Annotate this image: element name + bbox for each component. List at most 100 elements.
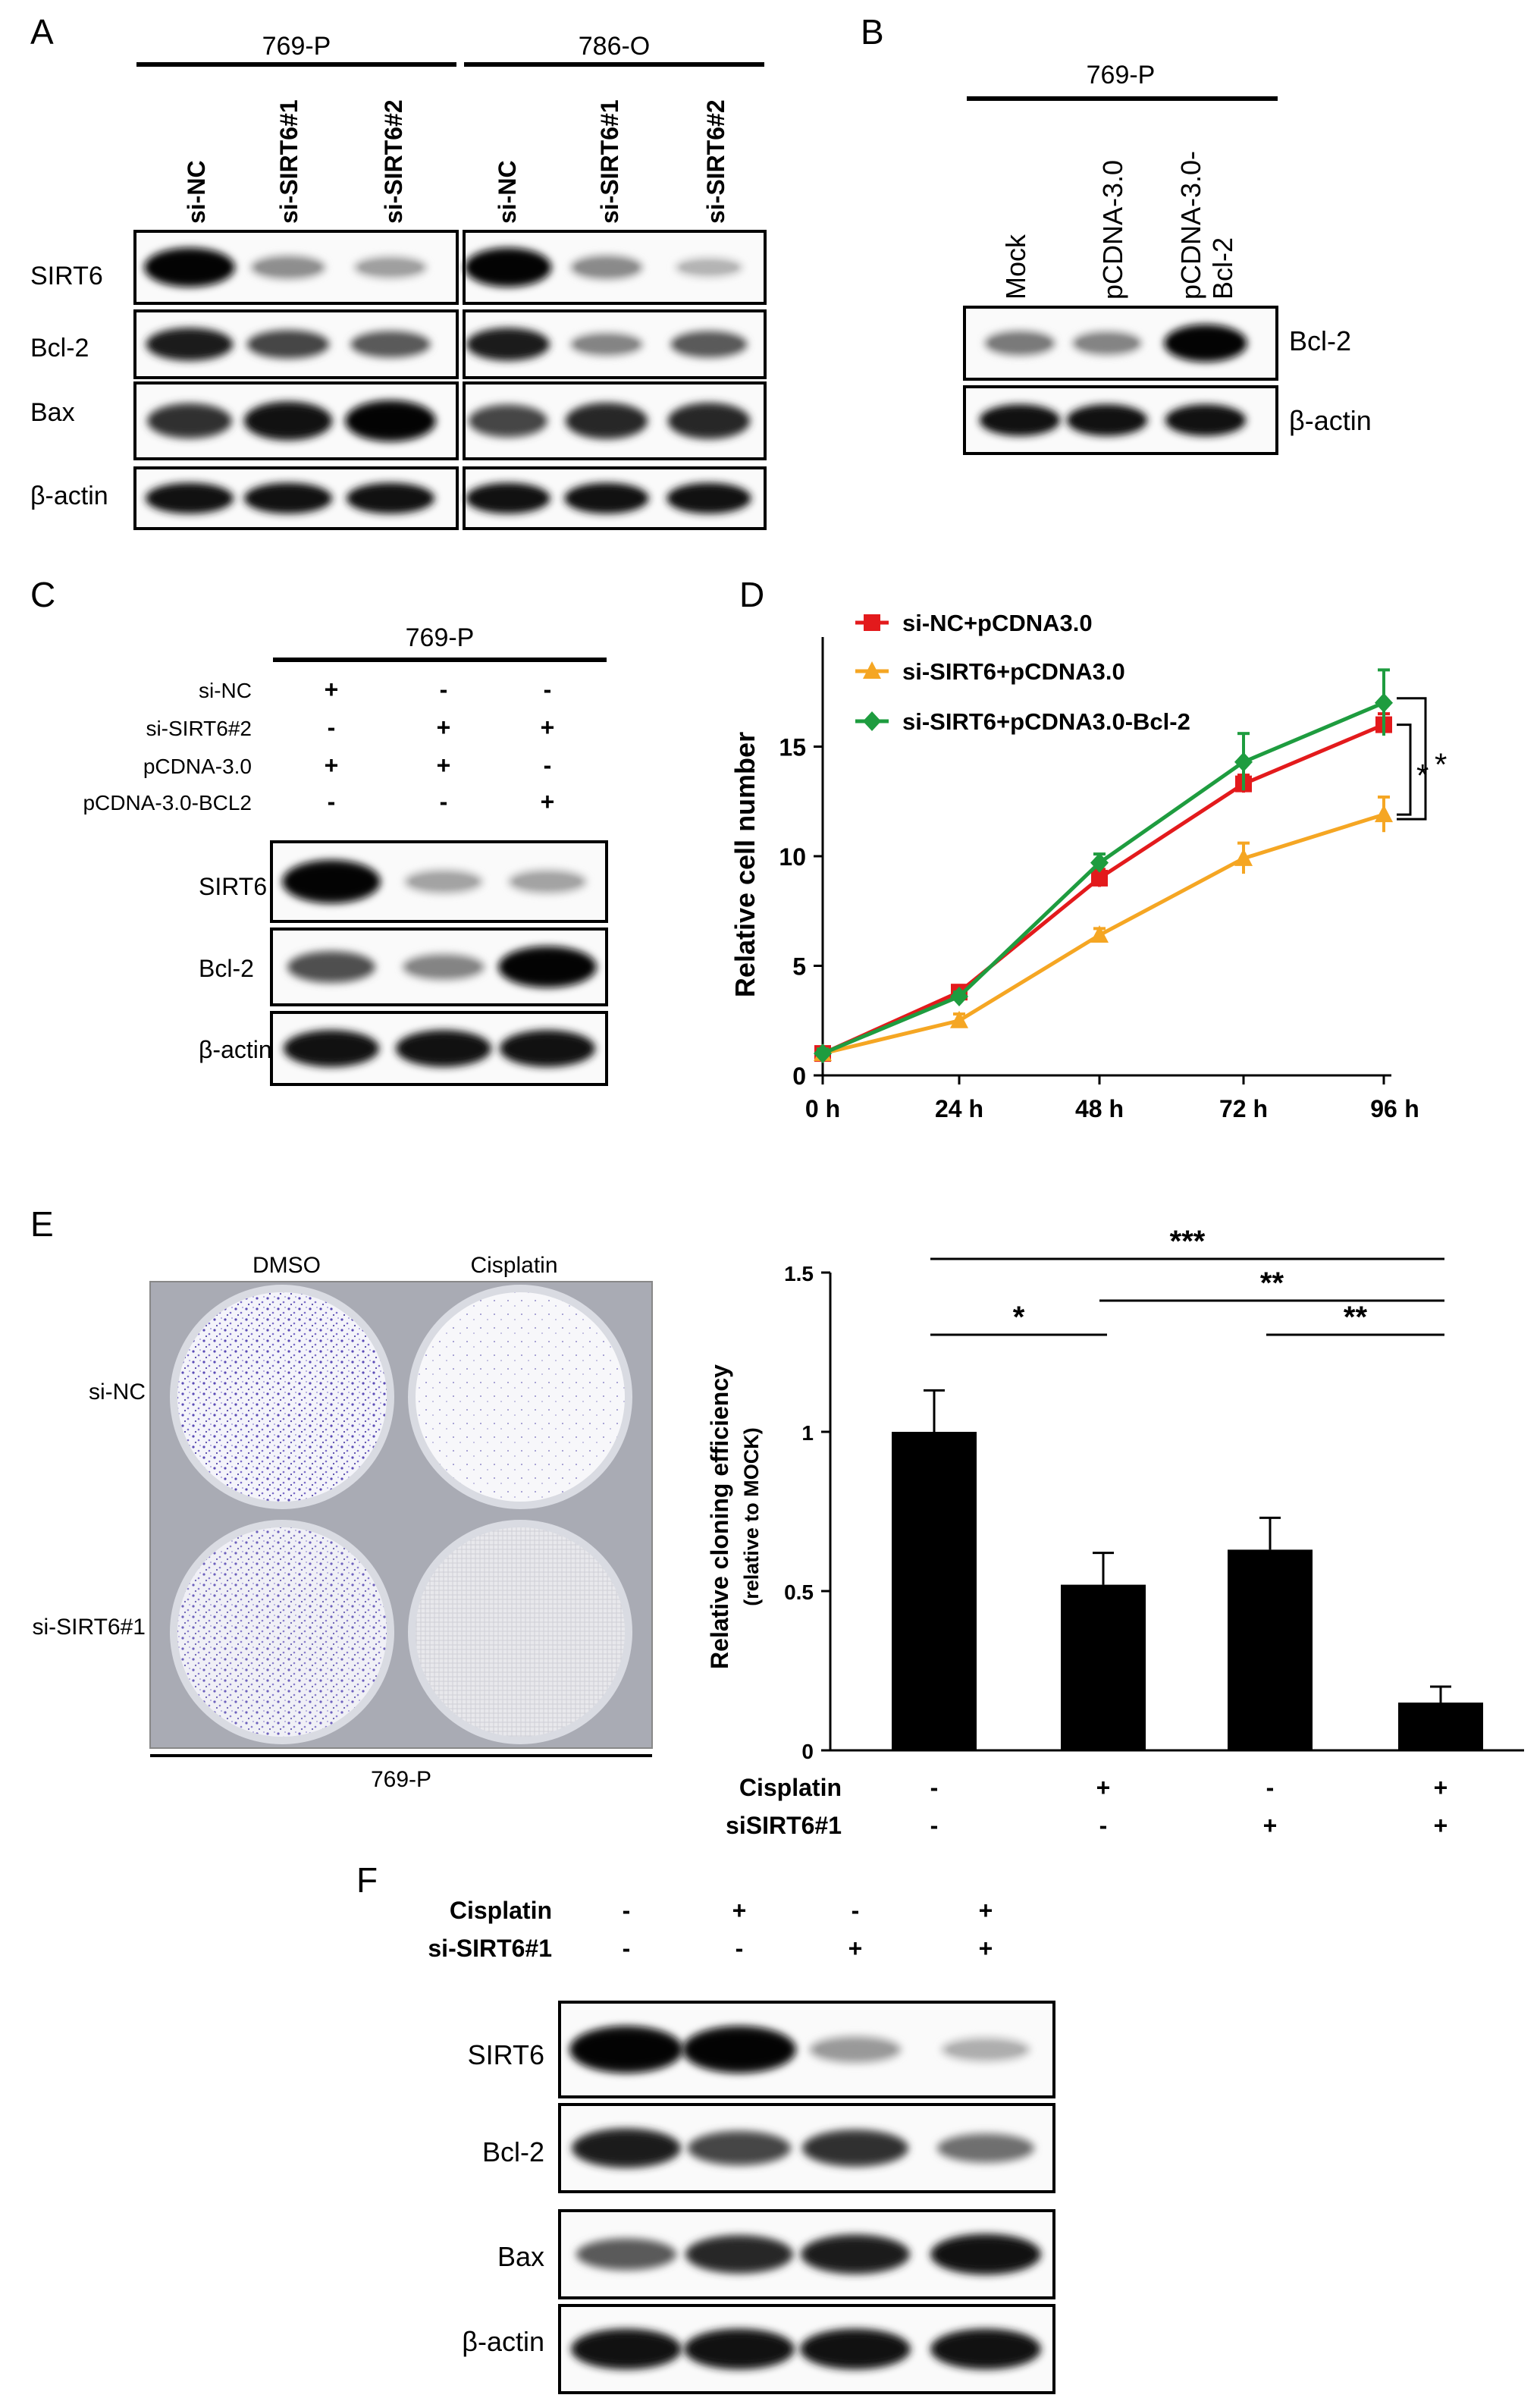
data-point bbox=[950, 1010, 968, 1028]
blot-band-core bbox=[151, 255, 228, 280]
row-label-bax: Bax bbox=[30, 398, 75, 427]
condition-sign: - bbox=[1099, 1812, 1108, 1839]
blot-band-core bbox=[252, 335, 324, 353]
data-point bbox=[1375, 692, 1393, 713]
lane-label: si-SIRT6#1 bbox=[275, 99, 303, 224]
condition-sign: - bbox=[1266, 1774, 1275, 1801]
significance-star: * bbox=[1435, 746, 1447, 782]
blot-band-core bbox=[1077, 335, 1137, 351]
blot-band-core bbox=[290, 1037, 372, 1060]
data-point bbox=[814, 1044, 832, 1064]
blot-band-core bbox=[256, 259, 321, 275]
blot-band-core bbox=[359, 260, 422, 275]
x-tick-label: 96 bbox=[1370, 1095, 1397, 1122]
legend-marker bbox=[863, 711, 881, 731]
condition-sign: - bbox=[328, 714, 336, 741]
data-point bbox=[950, 986, 968, 1006]
y-tick-label: 1 bbox=[801, 1421, 814, 1445]
lane-label: si-SIRT6#2 bbox=[702, 99, 729, 224]
y-tick-label: 10 bbox=[779, 843, 806, 871]
blot-band-core bbox=[673, 410, 745, 432]
blot-band-core bbox=[472, 488, 544, 508]
panel-c: C 769-P si-NC + - - si-SIRT6#2 - + + pCDNA-3.0 + +… bbox=[30, 575, 608, 1086]
data-point bbox=[1234, 848, 1253, 866]
blot-band-core bbox=[356, 336, 425, 353]
row-label-bcl2: Bcl-2 bbox=[1289, 325, 1351, 356]
y-tick-label: 5 bbox=[792, 953, 806, 981]
y-tick-label: 0.5 bbox=[784, 1580, 814, 1604]
x-tick-label: 72 h bbox=[1219, 1095, 1268, 1122]
conditions-f: Cisplatin - + - + si-SIRT6#1 - - + + bbox=[428, 1897, 993, 1962]
condition-sign: - bbox=[852, 1897, 860, 1924]
blot-band-core bbox=[571, 410, 642, 432]
plate-row-sinc: si-NC bbox=[89, 1379, 146, 1405]
row-label-sirt6: SIRT6 bbox=[468, 2039, 544, 2070]
blot-band-core bbox=[938, 2337, 1033, 2362]
panel-letter-e: E bbox=[30, 1204, 54, 1244]
blot-band-core bbox=[938, 2242, 1033, 2267]
condition-label: pCDNA-3.0 bbox=[143, 755, 252, 778]
blot-band-core bbox=[816, 2041, 895, 2058]
group-label-786o: 786-O bbox=[579, 32, 651, 61]
conditions-c: si-NC + - - si-SIRT6#2 - + + pCDNA-3.0 + + - pCDNA-3… bbox=[83, 676, 554, 815]
condition-sign: - bbox=[623, 1935, 631, 1962]
blot-band-core bbox=[576, 259, 638, 275]
condition-sign: + bbox=[325, 752, 339, 779]
bar bbox=[1398, 1703, 1483, 1750]
blot-band-core bbox=[474, 410, 542, 432]
row-label-bcl2: Bcl-2 bbox=[199, 955, 254, 982]
lane-label: si-SIRT6#2 bbox=[380, 99, 407, 224]
blot-b bbox=[963, 306, 1278, 455]
panel-f: F Cisplatin - + - + si-SIRT6#1 - - + + SIRT6 Bcl-… bbox=[356, 1860, 1055, 2394]
condition-sign: + bbox=[848, 1935, 863, 1962]
plate-col-dmso: DMSO bbox=[252, 1253, 321, 1278]
panel-letter-a: A bbox=[30, 12, 54, 52]
legend-marker bbox=[863, 661, 881, 679]
blot-band-core bbox=[1170, 331, 1241, 355]
plate-row-sisirt6: si-SIRT6#1 bbox=[32, 1615, 146, 1640]
blot-band-core bbox=[471, 255, 545, 280]
condition-label: si-SIRT6#2 bbox=[146, 717, 252, 740]
blot-band-core bbox=[250, 488, 326, 508]
condition-label: Cisplatin bbox=[450, 1897, 552, 1924]
y-tick-label: 0 bbox=[792, 1062, 806, 1090]
blot-band-core bbox=[695, 2137, 784, 2159]
y-tick-label: 0 bbox=[801, 1740, 814, 1763]
panel-letter-f: F bbox=[356, 1860, 378, 1900]
blot-band-core bbox=[985, 410, 1055, 430]
blot-band-core bbox=[693, 2243, 786, 2266]
y-tick-label: 15 bbox=[779, 734, 806, 761]
condition-label: siSIRT6#1 bbox=[726, 1812, 842, 1839]
comparison-label: * bbox=[1013, 1301, 1025, 1334]
blot-band-core bbox=[576, 337, 638, 352]
x-unit-label: h bbox=[1404, 1095, 1419, 1122]
row-label-sirt6: SIRT6 bbox=[30, 262, 103, 290]
bar bbox=[892, 1432, 977, 1750]
plate-col-cisplatin: Cisplatin bbox=[470, 1253, 557, 1278]
data-point bbox=[1090, 852, 1109, 873]
row-label-actin: β-actin bbox=[1289, 405, 1372, 436]
comparison-label: ** bbox=[1260, 1266, 1284, 1300]
panel-letter-b: B bbox=[861, 12, 884, 52]
lane-label: si-NC bbox=[494, 160, 521, 224]
data-point bbox=[1090, 925, 1109, 943]
bar bbox=[1228, 1549, 1313, 1750]
panel-letter-c: C bbox=[30, 575, 55, 614]
data-point bbox=[1234, 752, 1253, 772]
blot-band-core bbox=[679, 261, 739, 274]
blot-band-core bbox=[578, 2035, 675, 2064]
series-line bbox=[821, 723, 1385, 1056]
blot-band-core bbox=[570, 488, 643, 508]
condition-sign: + bbox=[1434, 1812, 1448, 1839]
x-tick-label: 0 h bbox=[805, 1095, 840, 1122]
blot-f bbox=[558, 2001, 1055, 2394]
bar bbox=[1061, 1584, 1146, 1750]
condition-sign: + bbox=[437, 714, 451, 741]
significance-bracket bbox=[1397, 723, 1412, 816]
significance-bracket bbox=[1397, 697, 1427, 821]
plate-well bbox=[177, 1292, 387, 1502]
row-label-sirt6: SIRT6 bbox=[199, 873, 267, 900]
condition-sign: + bbox=[1096, 1774, 1111, 1801]
blot-band-core bbox=[289, 868, 374, 895]
